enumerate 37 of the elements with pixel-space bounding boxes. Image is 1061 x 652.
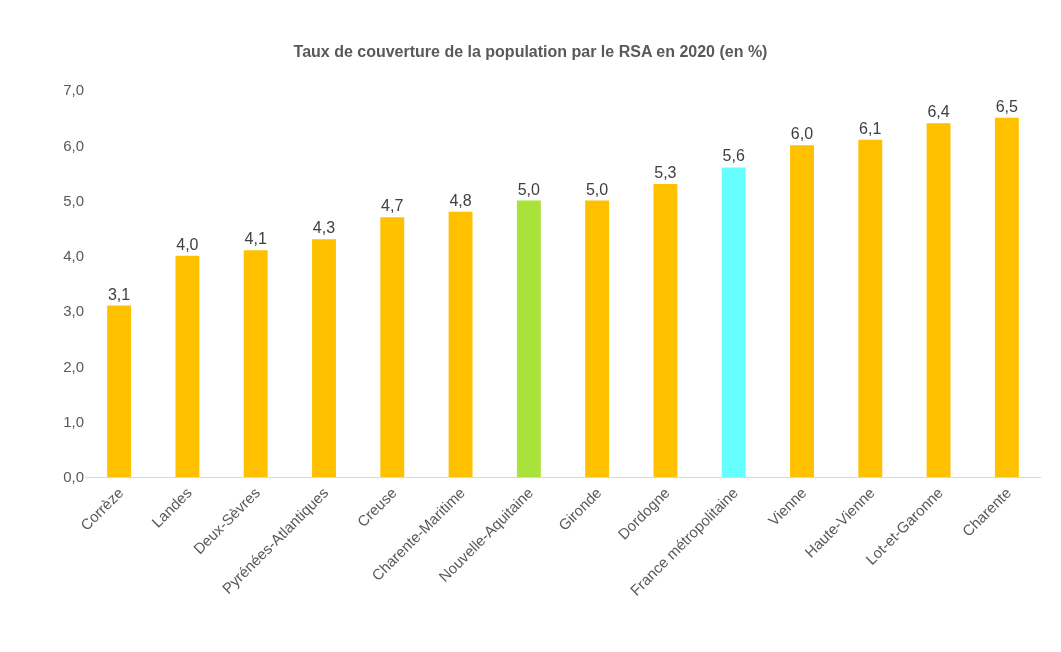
- y-tick-label: 6,0: [63, 136, 84, 154]
- data-label: 6,5: [995, 97, 1019, 115]
- y-tick-label: 3,0: [63, 302, 84, 320]
- data-label: 5,3: [654, 163, 677, 181]
- bar: [312, 239, 336, 477]
- data-label: 6,1: [859, 119, 882, 137]
- data-label: 3,1: [107, 285, 131, 303]
- data-label: 4,0: [176, 235, 199, 253]
- data-label: 5,0: [585, 180, 609, 198]
- bar: [585, 200, 610, 477]
- data-label: 5,0: [517, 180, 541, 198]
- data-label: 6,4: [927, 103, 950, 121]
- bar: [926, 123, 951, 477]
- y-tick-label: 5,0: [63, 191, 84, 209]
- bar: [858, 139, 883, 477]
- data-label: 4,7: [381, 197, 404, 215]
- y-tick-label: 4,0: [63, 247, 84, 265]
- data-label: 5,6: [722, 147, 745, 165]
- bar: [516, 200, 541, 477]
- y-tick-label: 2,0: [63, 357, 84, 375]
- bar: [107, 305, 132, 477]
- bar: [721, 167, 746, 477]
- data-label: 6,0: [790, 125, 814, 143]
- y-tick-label: 7,0: [63, 81, 84, 99]
- data-label: 4,8: [449, 191, 472, 209]
- y-tick-label: 0,0: [63, 468, 84, 486]
- bar: [994, 117, 1019, 477]
- bar: [243, 250, 268, 477]
- y-tick-label: 1,0: [63, 412, 84, 430]
- bar: [790, 145, 814, 477]
- bar: [380, 217, 405, 477]
- data-label: 4,1: [244, 230, 267, 248]
- chart-title: Taux de couverture de la population par le RSA en 2020 (en %): [293, 42, 768, 60]
- bar: [448, 211, 473, 477]
- bar: [175, 255, 200, 477]
- data-label: 4,3: [312, 219, 336, 237]
- bar: [653, 183, 678, 477]
